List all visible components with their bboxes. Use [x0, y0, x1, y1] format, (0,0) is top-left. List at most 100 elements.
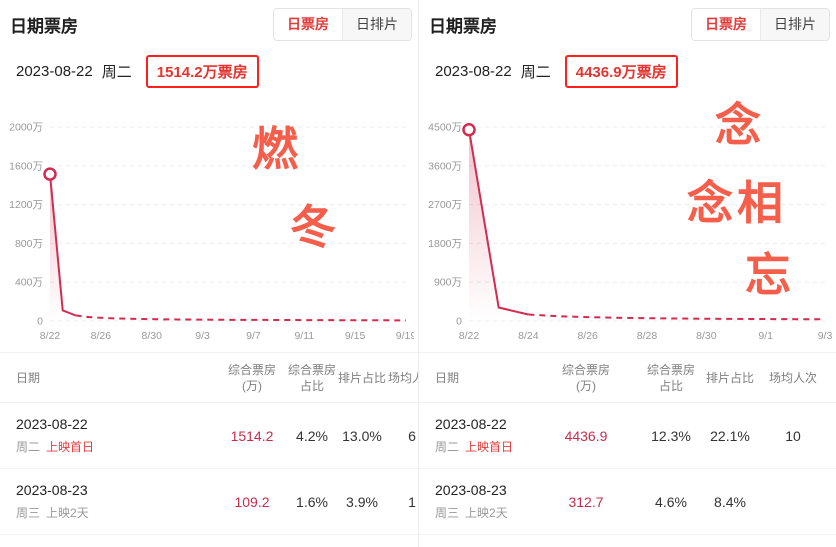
row-date-sub: 周二 上映首日: [435, 438, 532, 455]
row-weekday: 周二: [16, 440, 41, 454]
release-day-tag: 上映首日: [46, 440, 95, 454]
page-title: 日期票房: [429, 17, 497, 36]
selected-date[interactable]: 2023-08-22: [435, 62, 512, 80]
col-date: 日期: [16, 370, 41, 385]
daily-boxoffice-chart: 0 400万 800万 1200万 1600万 2000万 8/22 8/26 8/30 9/3 9…: [9, 122, 414, 343]
tab-daily-boxoffice[interactable]: 日票房: [692, 9, 760, 40]
svg-text:900万: 900万: [434, 277, 462, 289]
boxoffice-highlight-annotation: 1514.2万票房: [145, 54, 259, 88]
row-date: 2023-08-22: [16, 416, 88, 432]
cell-date: 2023-08-23 周三 上映2天: [419, 482, 532, 521]
svg-text:400万: 400万: [15, 277, 43, 289]
svg-text:9/15: 9/15: [345, 330, 366, 342]
page-title: 日期票房: [10, 17, 78, 36]
boxoffice-table: 日期 综合票房(万) 综合票房占比 排片占比 场均人次 2023-08-22 周…: [419, 352, 836, 535]
svg-text:3600万: 3600万: [428, 160, 462, 172]
row-date-sub: 周三 上映2天: [435, 504, 532, 521]
cell-date: 2023-08-22 周二 上映首日: [0, 416, 217, 455]
col-date: 日期: [435, 370, 460, 385]
cell-date: 2023-08-23 周三 上映2天: [0, 482, 217, 521]
svg-text:9/19: 9/19: [396, 330, 414, 342]
chart-area: 0 900万 1800万 2700万 3600万 4500万 8/22 8/24 8/26 8/2…: [419, 94, 836, 346]
cell-boxoffice-share: 1.6%: [296, 493, 328, 510]
cell-screening-share: 13.0%: [342, 427, 382, 444]
tab-daily-screenings[interactable]: 日排片: [342, 9, 411, 40]
cell-boxoffice-share: 4.6%: [655, 493, 687, 510]
svg-text:9/1: 9/1: [758, 330, 773, 342]
selected-weekday: 周二: [520, 63, 551, 81]
row-weekday: 周三: [16, 506, 41, 520]
row-date: 2023-08-23: [435, 482, 507, 498]
cell-boxoffice-share: 4.2%: [296, 427, 328, 444]
boxoffice-highlight-annotation: 4436.9万票房: [564, 54, 678, 88]
row-date-sub: 周三 上映2天: [16, 504, 217, 521]
release-day-tag: 上映2天: [46, 506, 89, 520]
panel-movie-right: 日期票房 日票房 日排片 2023-08-22 周二 4436.9万票房 0 90…: [418, 0, 836, 547]
boxoffice-highlight-value: 4436.9万票房: [575, 63, 667, 81]
svg-text:8/30: 8/30: [696, 330, 717, 342]
col-avg-attendance: 场均人次: [768, 370, 817, 385]
chart-type-toggle: 日票房 日排片: [691, 8, 830, 41]
svg-text:8/24: 8/24: [518, 330, 539, 342]
cell-boxoffice: 312.7: [568, 493, 604, 510]
col-screening-share: 排片占比: [705, 370, 754, 385]
boxoffice-highlight-value: 1514.2万票房: [156, 63, 248, 81]
svg-text:8/26: 8/26: [91, 330, 112, 342]
table-row: 2023-08-22 周二 上映首日 1514.2 4.2% 13.0% 6: [0, 403, 418, 469]
row-weekday: 周三: [435, 506, 460, 520]
cell-avg-attendance: 1: [408, 493, 416, 510]
row-weekday: 周二: [435, 440, 460, 454]
chart-type-toggle: 日票房 日排片: [273, 8, 412, 41]
svg-text:8/22: 8/22: [40, 330, 61, 342]
cell-screening-share: 8.4%: [714, 493, 746, 510]
cell-boxoffice: 109.2: [234, 493, 270, 510]
cell-avg-attendance: 6: [408, 427, 416, 444]
table-header: 日期 综合票房(万) 综合票房占比 排片占比 场均人次: [419, 353, 836, 403]
release-day-tag: 上映2天: [465, 506, 508, 520]
svg-text:9/7: 9/7: [246, 330, 261, 342]
table-row: 2023-08-22 周二 上映首日 4436.9 12.3% 22.1% 10: [419, 403, 836, 469]
svg-text:1200万: 1200万: [9, 199, 43, 211]
col-boxoffice: 综合票房 (万): [561, 362, 610, 393]
date-selector-row: 2023-08-22 周二 4436.9万票房: [435, 50, 836, 92]
svg-text:800万: 800万: [15, 238, 43, 250]
cell-avg-attendance: 10: [785, 427, 801, 444]
col-boxoffice-share: 综合票房 占比: [287, 362, 336, 393]
svg-text:8/22: 8/22: [459, 330, 480, 342]
cell-boxoffice: 4436.9: [564, 427, 608, 444]
row-date-sub: 周二 上映首日: [16, 438, 217, 455]
svg-text:9/11: 9/11: [294, 330, 314, 342]
svg-text:0: 0: [37, 316, 43, 328]
chart-area: 0 400万 800万 1200万 1600万 2000万 8/22 8/26 8/30 9/3 9…: [0, 94, 418, 346]
tab-daily-screenings[interactable]: 日排片: [760, 9, 829, 40]
svg-text:1800万: 1800万: [428, 238, 462, 250]
date-selector-row: 2023-08-22 周二 1514.2万票房: [16, 50, 418, 92]
svg-text:2000万: 2000万: [9, 122, 43, 134]
cell-date: 2023-08-22 周二 上映首日: [419, 416, 532, 455]
cell-boxoffice-share: 12.3%: [651, 427, 691, 444]
table-row: 2023-08-23 周三 上映2天 312.7 4.6% 8.4%: [419, 469, 836, 535]
tab-daily-boxoffice[interactable]: 日票房: [274, 9, 342, 40]
table-row: 2023-08-23 周三 上映2天 109.2 1.6% 3.9% 1: [0, 469, 418, 535]
svg-text:9/3: 9/3: [818, 330, 833, 342]
svg-text:8/26: 8/26: [577, 330, 598, 342]
panel-header: 日期票房 日票房 日排片: [419, 0, 836, 46]
panel-header: 日期票房 日票房 日排片: [0, 0, 418, 46]
col-boxoffice: 综合票房 (万): [227, 362, 276, 393]
cell-screening-share: 3.9%: [346, 493, 378, 510]
svg-text:1600万: 1600万: [9, 160, 43, 172]
col-screening-share: 排片占比: [337, 370, 386, 385]
row-date: 2023-08-22: [435, 416, 507, 432]
svg-text:4500万: 4500万: [428, 122, 462, 134]
selected-date[interactable]: 2023-08-22: [16, 62, 93, 80]
svg-text:2700万: 2700万: [428, 199, 462, 211]
svg-text:8/28: 8/28: [637, 330, 658, 342]
panel-movie-left: 日期票房 日票房 日排片 2023-08-22 周二 1514.2万票房 0 40…: [0, 0, 418, 535]
selected-weekday: 周二: [101, 63, 132, 81]
svg-text:9/3: 9/3: [195, 330, 210, 342]
cell-boxoffice: 1514.2: [230, 427, 274, 444]
daily-boxoffice-chart: 0 900万 1800万 2700万 3600万 4500万 8/22 8/24 8/26 8/2…: [428, 122, 833, 343]
